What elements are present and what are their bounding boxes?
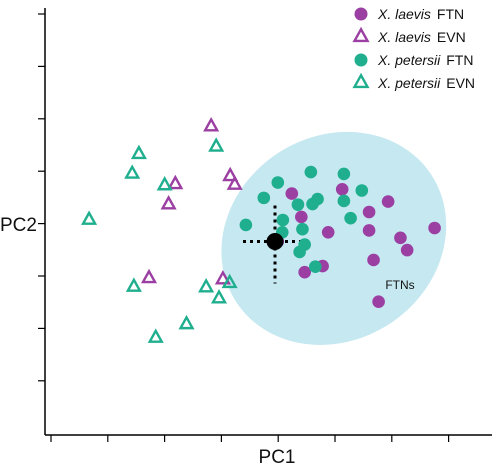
legend-tissue: FTN bbox=[437, 6, 464, 22]
x-laevis-ftn-point bbox=[428, 221, 441, 235]
x-laevis-ftn-point bbox=[400, 243, 414, 257]
x-petersii-ftn-point bbox=[291, 198, 305, 211]
legend-symbol bbox=[352, 26, 370, 43]
x-laevis-ftn-point bbox=[321, 225, 335, 239]
legend-species: X. petersii bbox=[377, 75, 441, 91]
ellipse-layer bbox=[221, 131, 447, 345]
x-laevis-evn-point bbox=[140, 268, 158, 284]
x-laevis-evn-point bbox=[167, 174, 184, 190]
x-petersii-ftn-point bbox=[304, 165, 318, 179]
x-petersii-evn-point bbox=[198, 277, 215, 293]
x-laevis-ftn-point bbox=[394, 231, 407, 245]
x-laevis-ftn-point bbox=[295, 210, 308, 224]
legend-tissue: FTN bbox=[446, 52, 473, 68]
ellipse-annotation: FTNs bbox=[385, 278, 414, 292]
legend-label: X. petersii FTN bbox=[377, 52, 473, 68]
legend-tissue: EVN bbox=[437, 29, 466, 45]
points-layer bbox=[81, 116, 441, 343]
x-petersii-ftn-point bbox=[337, 167, 351, 181]
legend-species: X. petersii bbox=[377, 52, 441, 68]
x-petersii-ftn-point bbox=[344, 211, 357, 225]
x-petersii-ftn-point bbox=[355, 184, 369, 197]
legend-symbol bbox=[354, 7, 368, 21]
x-laevis-ftn-point bbox=[372, 295, 385, 309]
x-petersii-ftn-point bbox=[257, 191, 271, 205]
legend-label: X. petersii EVN bbox=[377, 75, 475, 91]
x-petersii-evn-point bbox=[81, 210, 98, 225]
legend-label: X. laevis EVN bbox=[377, 29, 466, 45]
x-laevis-ftn-point bbox=[362, 205, 376, 219]
legend-species: X. laevis bbox=[377, 6, 431, 22]
legend-species: X. laevis bbox=[377, 29, 431, 45]
x-petersii-evn-point bbox=[178, 314, 195, 330]
x-axis-label: PC1 bbox=[259, 447, 296, 468]
x-laevis-ftn-point bbox=[381, 195, 395, 208]
legend-tissue: EVN bbox=[446, 75, 475, 91]
x-petersii-evn-point bbox=[210, 289, 228, 304]
x-petersii-evn-point bbox=[208, 137, 225, 152]
x-laevis-ftn-point bbox=[285, 187, 299, 200]
x-petersii-ftn-point bbox=[306, 197, 319, 211]
x-petersii-evn-point bbox=[125, 277, 142, 292]
legend-label: X. laevis FTN bbox=[377, 6, 464, 22]
x-petersii-evn-point bbox=[124, 164, 141, 179]
x-laevis-ftn-point bbox=[335, 182, 349, 196]
x-laevis-evn-point bbox=[226, 175, 243, 190]
x-laevis-evn-point bbox=[214, 270, 231, 285]
x-laevis-evn-point bbox=[160, 195, 177, 210]
x-petersii-ftn-point bbox=[239, 218, 253, 232]
x-laevis-ftn-point bbox=[298, 265, 311, 279]
ftn-ellipse bbox=[221, 131, 447, 345]
x-laevis-ftn-point bbox=[367, 253, 380, 267]
x-petersii-ftn-point bbox=[296, 222, 309, 236]
legend-symbol bbox=[354, 53, 368, 67]
x-petersii-evn-point bbox=[130, 144, 147, 160]
x-laevis-evn-point bbox=[203, 116, 220, 132]
x-petersii-evn-point bbox=[221, 273, 238, 289]
legend-symbol bbox=[352, 72, 370, 89]
x-petersii-ftn-point bbox=[298, 238, 311, 251]
y-axis-label: PC2 bbox=[0, 215, 37, 236]
center-marker bbox=[266, 233, 284, 251]
x-laevis-ftn-point bbox=[362, 224, 376, 237]
x-petersii-evn-point bbox=[156, 175, 173, 191]
x-petersii-ftn-point bbox=[276, 213, 290, 227]
x-petersii-ftn-point bbox=[309, 260, 322, 274]
ticks-layer bbox=[38, 13, 450, 442]
x-laevis-evn-point bbox=[222, 166, 239, 182]
x-petersii-ftn-point bbox=[271, 176, 285, 189]
axes-layer bbox=[44, 8, 492, 436]
x-petersii-ftn-point bbox=[337, 194, 351, 208]
x-petersii-evn-point bbox=[147, 328, 164, 343]
